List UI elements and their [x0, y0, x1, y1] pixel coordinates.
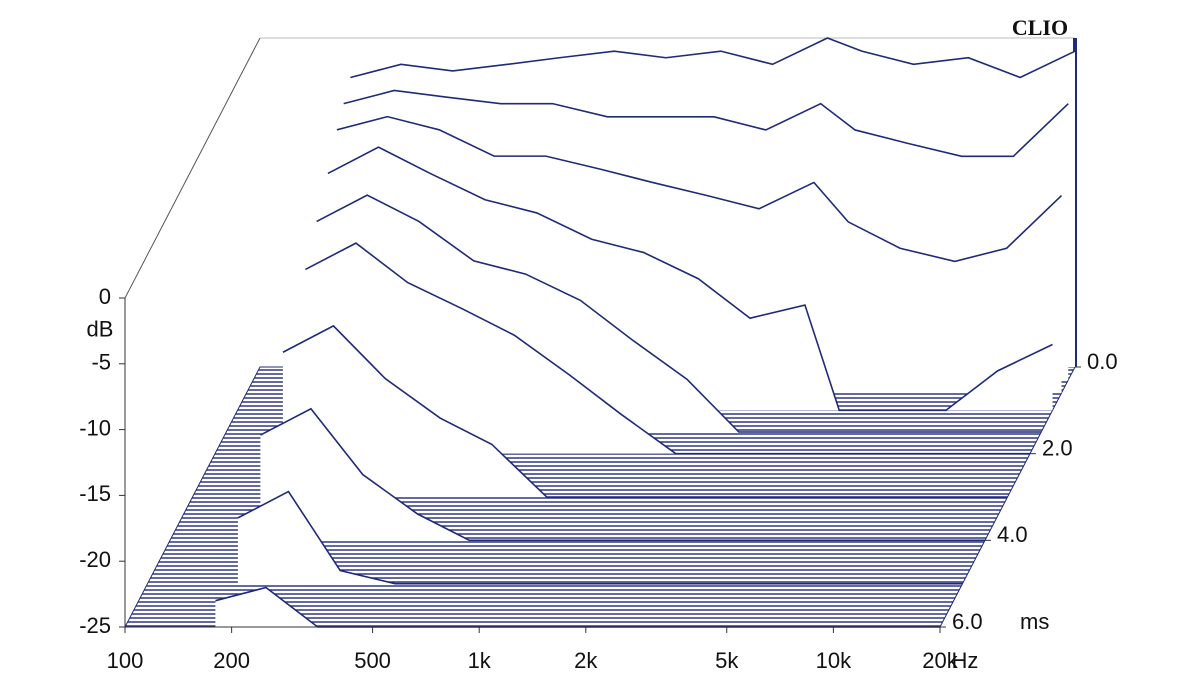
slice-line	[327, 146, 1053, 412]
x-tick-label: 100	[107, 648, 144, 673]
slice-line	[260, 407, 985, 542]
y-tick-label: -5	[91, 350, 111, 375]
z-tick-label: 0.0	[1087, 349, 1118, 374]
z-tick-label: 2.0	[1042, 435, 1073, 460]
y-axis-label: dB	[87, 317, 114, 342]
x-tick-label: 5k	[715, 648, 739, 673]
y-tick-label: -25	[79, 613, 111, 638]
x-tick-label: 500	[354, 648, 391, 673]
y-tick-label: -15	[79, 481, 111, 506]
box-edge	[124, 37, 261, 299]
y-tick-label: -20	[79, 547, 111, 572]
y-tick-label: 0	[99, 284, 111, 309]
z-tick-label: 6.0	[952, 609, 983, 634]
slice-line	[237, 490, 963, 585]
x-tick-label: 200	[213, 648, 250, 673]
y-tick-label: -10	[79, 415, 111, 440]
slice-line	[343, 89, 1069, 158]
slice-line	[350, 37, 1076, 79]
slice-line	[336, 115, 1063, 263]
slice-fill	[282, 325, 1008, 497]
slice-line	[316, 194, 1042, 433]
x-axis-label: Hz	[952, 648, 979, 673]
slice-fill	[237, 491, 963, 584]
slice-fill	[215, 587, 940, 627]
z-axis-label: ms	[1020, 609, 1049, 634]
slice-line	[282, 324, 1008, 498]
slice-line	[305, 242, 1030, 455]
z-tick-label: 4.0	[997, 522, 1028, 547]
x-tick-label: 2k	[574, 648, 598, 673]
chart-title: CLIO	[1012, 15, 1068, 40]
slice-fill	[305, 243, 1030, 454]
x-tick-label: 1k	[468, 648, 492, 673]
x-tick-label: 20k	[922, 648, 958, 673]
slice-fill	[260, 408, 985, 541]
x-tick-label: 10k	[816, 648, 852, 673]
